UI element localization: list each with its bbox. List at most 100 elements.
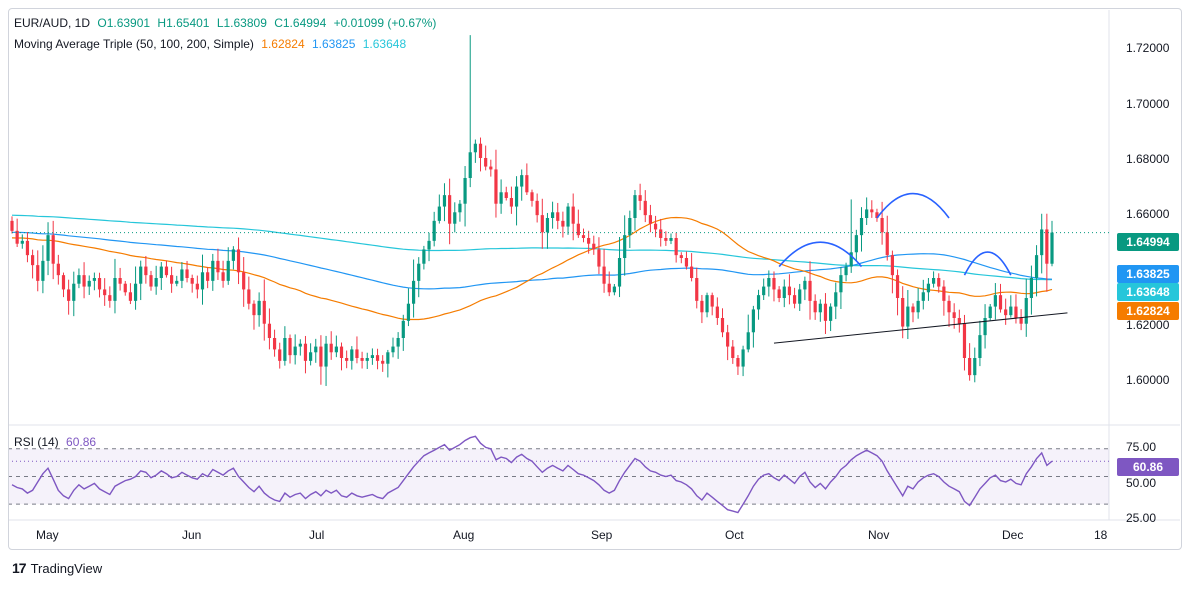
candle-body xyxy=(679,255,683,258)
candle-body xyxy=(242,272,246,290)
tradingview-logo-icon: 17 xyxy=(12,560,27,576)
candle-body xyxy=(468,152,472,178)
candle-body xyxy=(870,209,874,213)
candle-body xyxy=(154,278,158,287)
candle-body xyxy=(561,220,565,227)
candle-body xyxy=(139,266,143,284)
candle-body xyxy=(411,280,416,304)
time-label-jun: Jun xyxy=(182,528,202,542)
candle-body xyxy=(1009,306,1013,316)
candle-body xyxy=(751,309,755,333)
candle-body xyxy=(550,212,555,218)
candle-body xyxy=(659,229,663,238)
candle-body xyxy=(720,318,725,333)
candle-body xyxy=(916,300,920,313)
ma200-value: 1.63648 xyxy=(362,37,407,51)
time-label-oct: Oct xyxy=(725,528,744,542)
candle-body xyxy=(1004,309,1008,316)
candle-body xyxy=(113,278,117,301)
candle-body xyxy=(901,298,905,327)
candle-body xyxy=(401,320,405,338)
candle-body xyxy=(355,349,359,358)
candle-body xyxy=(643,200,647,216)
candle-body xyxy=(772,278,776,290)
candle-body xyxy=(309,352,313,361)
close-value: C1.64994 xyxy=(274,16,327,30)
candle-body xyxy=(370,355,374,358)
candle-body xyxy=(684,258,689,267)
candle-body xyxy=(20,240,24,244)
candle-body xyxy=(844,266,848,276)
candle-body xyxy=(731,346,735,358)
candle-body xyxy=(180,269,184,281)
rsi-label[interactable]: RSI (14) xyxy=(14,435,59,449)
candle-body xyxy=(72,283,76,301)
candle-body xyxy=(592,243,596,250)
symbol-label[interactable]: EUR/AUD, 1D xyxy=(14,16,91,30)
candle-body xyxy=(587,238,591,244)
close-price-badge: 1.64994 xyxy=(1117,233,1179,251)
candle-body xyxy=(41,260,45,281)
candle-body xyxy=(597,249,601,267)
candle-body xyxy=(623,235,627,258)
candle-body xyxy=(638,195,642,201)
candle-body xyxy=(576,223,580,236)
candle-body xyxy=(653,223,658,230)
candle-body xyxy=(756,295,761,310)
time-label-aug: Aug xyxy=(453,528,475,542)
price-tick-1.72: 1.72000 xyxy=(1126,41,1170,55)
candle-body xyxy=(185,269,189,278)
candle-body xyxy=(216,260,220,273)
candle-body xyxy=(463,178,467,204)
candle-body xyxy=(36,265,40,281)
candle-body xyxy=(859,218,864,236)
open-value: O1.63901 xyxy=(97,16,151,30)
candle-body xyxy=(257,300,261,316)
candle-body xyxy=(628,218,632,236)
candle-body xyxy=(818,303,822,313)
time-label-may: May xyxy=(36,528,59,542)
candle-body xyxy=(437,206,441,221)
rsi-tick-50: 50.00 xyxy=(1126,476,1157,490)
ma100-line xyxy=(11,231,1053,290)
candle-body xyxy=(1014,306,1018,318)
candle-body xyxy=(798,289,802,304)
candle-body xyxy=(540,215,544,233)
tradingview-logo[interactable]: 17 TradingView xyxy=(12,560,102,576)
candle-body xyxy=(118,278,122,284)
change-value: +0.01099 (+0.67%) xyxy=(333,16,437,30)
candle-body xyxy=(1045,229,1049,264)
candle-body xyxy=(829,306,833,321)
candle-body xyxy=(690,266,694,278)
candle-body xyxy=(499,192,503,204)
candle-body xyxy=(865,209,869,218)
candle-body xyxy=(839,275,843,293)
ma-label[interactable]: Moving Average Triple (50, 100, 200, Sim… xyxy=(14,37,254,51)
candle-body xyxy=(705,295,709,313)
candle-body xyxy=(329,343,333,353)
candle-body xyxy=(787,286,792,296)
candle-body xyxy=(391,346,395,353)
candle-body xyxy=(968,358,972,376)
candle-body xyxy=(278,349,282,361)
rsi-band-group xyxy=(8,448,1109,505)
candle-body xyxy=(741,349,745,367)
candle-body xyxy=(226,260,230,281)
candle-body xyxy=(911,306,915,313)
pattern-annotations xyxy=(773,192,1068,344)
right-shoulder-arc xyxy=(963,251,1012,276)
candle-body xyxy=(808,280,812,301)
candle-body xyxy=(952,312,956,318)
candle-body xyxy=(56,263,60,276)
candle-body xyxy=(396,338,400,347)
candle-body xyxy=(921,292,925,301)
time-label-sep: Sep xyxy=(591,528,613,542)
rsi-tick-25: 25.00 xyxy=(1126,511,1157,525)
candle-body xyxy=(417,263,421,281)
candle-body xyxy=(674,238,678,256)
left-shoulder-arc xyxy=(778,241,863,268)
candles-group xyxy=(10,35,1054,386)
